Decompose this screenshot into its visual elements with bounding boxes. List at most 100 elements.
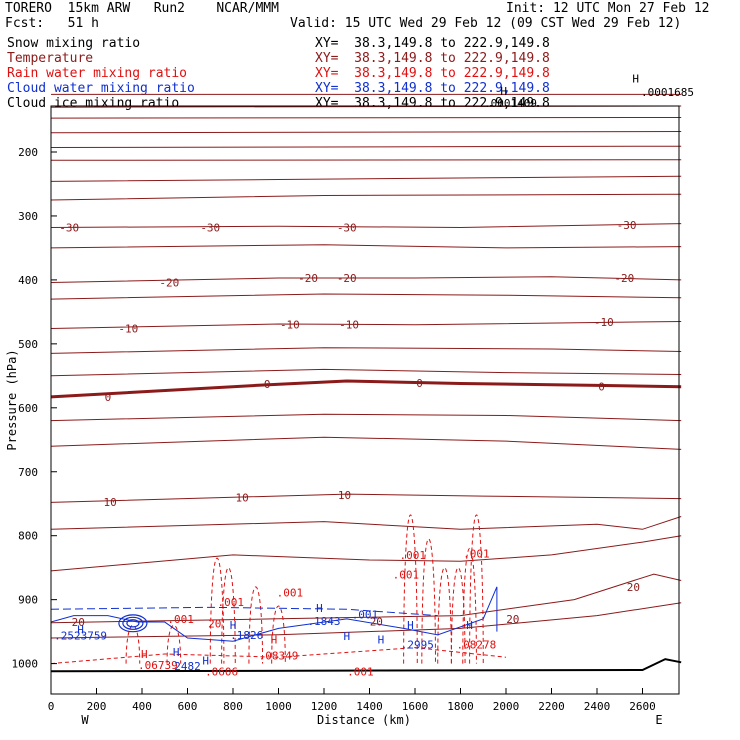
high-marker: H <box>632 72 639 85</box>
forecast-hour: Fcst: 51 h <box>5 16 99 31</box>
snow-annotation: .0001685 <box>641 86 694 99</box>
rain-label: .001 <box>393 569 420 582</box>
isotherm <box>50 602 682 639</box>
high-marker: H <box>141 648 148 661</box>
rain-contour <box>450 567 466 664</box>
y-tick-label: 300 <box>18 210 38 223</box>
x-tick-label: 2600 <box>629 700 656 713</box>
temperature-label: -30 <box>59 221 79 234</box>
temperature-label: 0 <box>416 377 423 390</box>
high-marker: H <box>271 633 278 646</box>
y-tick-label: 400 <box>18 274 38 287</box>
rain-contour <box>421 538 436 664</box>
field-cloud-water-name: Cloud water mixing ratio <box>7 81 195 96</box>
cloud-water-label: .2523759 <box>54 629 107 642</box>
x-tick-label: 1600 <box>402 700 429 713</box>
high-marker: H <box>316 602 323 615</box>
field-cloud-ice-xy: XY= 38.3,149.8 to 222.9,149.8 <box>315 96 550 111</box>
isotherm <box>50 145 682 148</box>
isotherm <box>50 413 682 422</box>
temperature-label: 10 <box>104 496 117 509</box>
y-tick-label: 700 <box>18 466 38 479</box>
rain-contour <box>469 514 484 664</box>
x-tick-label: 600 <box>178 700 198 713</box>
isotherm <box>50 117 682 119</box>
x-tick-label: 1400 <box>356 700 383 713</box>
isotherm <box>50 493 682 503</box>
temperature-label: 10 <box>235 491 248 504</box>
isotherm <box>50 159 682 161</box>
cloud-water-contours <box>50 586 498 642</box>
x-tick-label: 2400 <box>584 700 611 713</box>
rain-contour <box>125 625 141 664</box>
y-tick-label: 500 <box>18 338 38 351</box>
isotherm <box>50 436 682 450</box>
field-snow-name: Snow mixing ratio <box>7 36 141 51</box>
x-tick-label: 2000 <box>493 700 520 713</box>
x-tick-label: 400 <box>132 700 152 713</box>
isotherm <box>50 223 682 229</box>
high-marker: H <box>77 624 84 637</box>
rain-contour <box>248 586 264 664</box>
contour-labels: -30 -30 -30 -30 -20 -20 -20 -20 -10 -10 -10 -10 0 0 0 0… <box>54 72 694 678</box>
rain-label: .0606 <box>205 665 238 678</box>
axes: 0 200 400 600 800 1000 1200 1400 1600 1800 2000 220… <box>12 146 656 713</box>
isotherm <box>50 193 682 201</box>
high-marker: H <box>500 85 507 98</box>
rain-label: .001 <box>277 587 304 600</box>
y-axis-label: Pressure (hPa) <box>5 349 19 450</box>
isotherm <box>50 516 682 530</box>
rain-label: .001 <box>399 549 426 562</box>
y-tick-label: 200 <box>18 146 38 159</box>
temperature-label: 10 <box>338 489 351 502</box>
temperature-label: 0 <box>264 378 271 391</box>
temperature-label: 20 <box>627 581 640 594</box>
temperature-label: -30 <box>200 221 220 234</box>
field-temperature-name: Temperature <box>7 51 94 66</box>
rain-contour <box>271 605 286 664</box>
field-rain-name: Rain water mixing ratio <box>7 66 188 81</box>
x-left-end-label: W <box>81 713 89 727</box>
high-marker: H <box>407 619 414 632</box>
isotherm <box>50 276 682 283</box>
rain-label: .08278 <box>457 638 497 651</box>
temperature-label: 20 <box>506 613 519 626</box>
isotherm <box>50 175 682 182</box>
high-marker: H <box>343 630 350 643</box>
temperature-label: 0 <box>105 391 112 404</box>
init-time: Init: 12 UTC Mon 27 Feb 12 <box>506 1 710 16</box>
rain-label: .001 <box>463 548 490 561</box>
temperature-isotherms <box>50 93 682 673</box>
cloud-water-label: .1843 <box>307 615 340 628</box>
x-tick-label: 1000 <box>265 700 292 713</box>
temperature-label: 0 <box>598 381 605 394</box>
snow-annotation: .0001409 <box>484 97 537 110</box>
rain-contour <box>403 514 418 664</box>
temperature-label: -10 <box>339 319 359 332</box>
field-snow-xy: XY= 38.3,149.8 to 222.9,149.8 <box>315 36 550 51</box>
rain-label: .001 <box>217 596 244 609</box>
model-title: TORERO 15km ARW Run2 NCAR/MMM <box>5 1 279 16</box>
plot-frame <box>50 105 680 695</box>
rain-label: 20 <box>208 617 221 630</box>
x-tick-label: 1200 <box>311 700 338 713</box>
high-marker: H <box>173 646 180 659</box>
cloud-water-contour <box>50 586 498 642</box>
cloud-water-contour <box>50 606 438 617</box>
temperature-label: 20 <box>72 616 85 629</box>
rain-contour <box>221 567 236 664</box>
rain-label: .001 <box>347 665 374 678</box>
field-cloud-water-xy: XY= 38.3,149.8 to 222.9,149.8 <box>315 81 550 96</box>
field-temperature-xy: XY= 38.3,149.8 to 222.9,149.8 <box>315 51 550 66</box>
x-tick-label: 2200 <box>538 700 565 713</box>
isotherm-zero <box>50 379 682 399</box>
rain-contour <box>50 647 507 665</box>
temperature-label: -20 <box>614 272 634 285</box>
rain-label: .08349 <box>259 649 299 662</box>
rain-label: .001 <box>167 613 194 626</box>
x-tick-label: 200 <box>87 700 107 713</box>
cloud-water-label: 2482 <box>174 660 201 673</box>
y-tick-label: 1000 <box>12 658 39 671</box>
temperature-label: -10 <box>118 323 138 336</box>
cloud-water-maximum <box>126 619 140 628</box>
